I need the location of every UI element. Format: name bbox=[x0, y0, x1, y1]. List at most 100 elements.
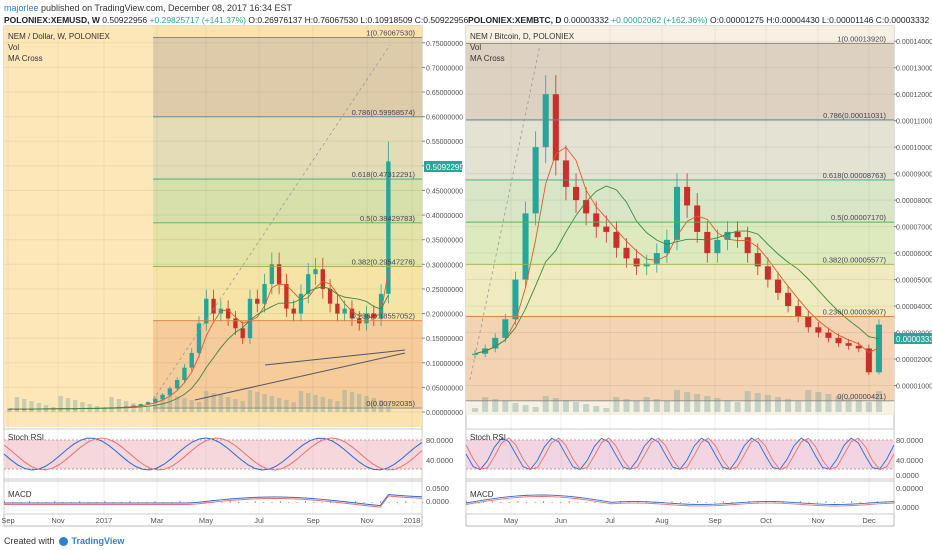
left-header: POLONIEX:XEMUSD, W 0.50922956 +0.2982571… bbox=[4, 15, 468, 25]
left-pane[interactable]: 1(0.76067530) 0.786(0.59958574) 0.618(0.47… bbox=[1, 25, 469, 527]
left-volume-bar-35 bbox=[262, 394, 267, 412]
right-macd-bar-49 bbox=[885, 502, 887, 503]
right-candle-8 bbox=[552, 94, 559, 161]
left-macd-bar-21 bbox=[179, 501, 181, 503]
left-x-tick-3: Mar bbox=[151, 516, 164, 525]
right-change: +0.00002062 (+162.36%) bbox=[611, 15, 708, 25]
right-high: H:0.00004430 bbox=[766, 15, 820, 25]
tradingview-brand[interactable]: TradingView bbox=[71, 536, 125, 546]
right-candle-13 bbox=[603, 226, 610, 232]
left-macd-bar-18 bbox=[154, 501, 156, 503]
right-volume-bar-18 bbox=[653, 399, 660, 412]
left-macd-bar-6 bbox=[54, 501, 56, 503]
right-candle-28 bbox=[754, 253, 761, 267]
left-volume-bar-25 bbox=[189, 400, 194, 412]
right-volume-bar-31 bbox=[785, 399, 792, 412]
left-fib-bands bbox=[153, 37, 422, 409]
left-x-tick-2: 2017 bbox=[96, 516, 113, 525]
publisher-name[interactable]: majorlee bbox=[4, 3, 39, 13]
left-volume-bar-44 bbox=[327, 399, 333, 412]
right-volume-bar-11 bbox=[583, 404, 590, 412]
left-candle-47 bbox=[349, 308, 355, 319]
right-volume-bar-32 bbox=[795, 401, 802, 412]
right-macd-bar-26 bbox=[688, 502, 690, 503]
right-macd-bar-40 bbox=[808, 502, 810, 503]
right-candle-20 bbox=[673, 186, 681, 240]
left-y-tick-10: 0.25000000 bbox=[426, 287, 463, 294]
left-candle-43 bbox=[320, 269, 325, 289]
right-macd-bar-27 bbox=[697, 501, 699, 503]
left-volume-bar-34 bbox=[255, 392, 260, 412]
right-candle-38 bbox=[855, 345, 862, 349]
right-volume-bar-25 bbox=[724, 400, 731, 412]
left-candle-36 bbox=[269, 264, 275, 284]
right-volume-bar-30 bbox=[774, 397, 782, 412]
right-volume-bar-29 bbox=[764, 395, 771, 412]
right-x-axis: May Jun Jul Aug Sep Oct Nov Dec bbox=[504, 26, 876, 525]
right-volume-bar-21 bbox=[684, 392, 691, 412]
left-change: +0.29825717 (+141.37%) bbox=[149, 15, 246, 25]
right-header: POLONIEX:XEMBTC, D 0.00003332 +0.0000206… bbox=[468, 15, 929, 25]
right-candle-35 bbox=[825, 332, 832, 338]
right-candle-37 bbox=[845, 343, 852, 346]
right-candle-18 bbox=[653, 253, 660, 264]
left-candle-44 bbox=[327, 288, 333, 304]
right-x-tick-5: Oct bbox=[760, 516, 773, 525]
right-macd-bar-34 bbox=[757, 502, 759, 503]
right-volume-bar-4 bbox=[512, 403, 519, 412]
left-y-axis: 0.75000000 0.70000000 0.65000000 0.60000000… bbox=[422, 41, 463, 417]
left-open: O:0.26976137 bbox=[248, 15, 303, 25]
right-macd-bar-37 bbox=[782, 502, 784, 503]
right-candle-7 bbox=[542, 94, 549, 148]
left-fib-label-1: 0.786(0.59958574) bbox=[352, 108, 416, 117]
left-y-tick-0: 0.75000000 bbox=[426, 41, 463, 48]
left-symbol: POLONIEX:XEMUSD, W bbox=[4, 15, 100, 25]
left-candle-1 bbox=[14, 409, 20, 411]
tradingview-logo-icon bbox=[58, 536, 68, 546]
right-candle-4 bbox=[512, 279, 519, 320]
left-candle-45 bbox=[335, 303, 340, 314]
right-candle-33 bbox=[805, 316, 812, 328]
right-pane[interactable]: 1(0.00013920) 0.786(0.00011031) 0.618(0.00… bbox=[465, 25, 932, 527]
left-volume-bar-23 bbox=[174, 396, 180, 412]
left-macd-bar-36 bbox=[304, 501, 306, 503]
left-macd-bar-9 bbox=[79, 501, 81, 503]
right-ma-label: MA Cross bbox=[470, 54, 505, 63]
right-macd-tick-1: 0.00000 bbox=[896, 484, 923, 493]
left-candle-31 bbox=[233, 318, 238, 329]
left-macd-bar-47 bbox=[396, 502, 398, 503]
right-macd-bar-30 bbox=[722, 501, 724, 503]
right-price-tag: 0.00003332 bbox=[896, 335, 932, 344]
left-macd-bar-31 bbox=[263, 502, 265, 503]
left-fib-band-0 bbox=[153, 37, 422, 117]
left-candle-2 bbox=[22, 409, 27, 411]
right-candle-5 bbox=[522, 213, 529, 280]
left-macd-bar-30 bbox=[254, 501, 256, 503]
right-macd-line bbox=[465, 494, 895, 505]
left-y-tick-8: 0.35000000 bbox=[426, 238, 463, 245]
left-candle-46 bbox=[342, 308, 347, 314]
left-fib-label-6: 0(0.00792035) bbox=[366, 399, 415, 408]
right-fib-band-0 bbox=[466, 43, 894, 120]
left-volume-bar-43 bbox=[320, 397, 325, 412]
right-volume-bar-34 bbox=[815, 392, 822, 412]
left-fib-label-0: 1(0.76067530) bbox=[366, 29, 415, 38]
right-candle-40 bbox=[875, 324, 882, 373]
right-macd-bar-29 bbox=[714, 502, 716, 503]
left-x-tick-5: Jul bbox=[254, 516, 264, 525]
left-y-tick-12: 0.15000000 bbox=[426, 336, 463, 343]
right-ma-fast bbox=[474, 146, 880, 355]
left-candle-42 bbox=[313, 269, 318, 275]
right-candle-19 bbox=[663, 239, 670, 254]
right-candle-15 bbox=[623, 247, 630, 259]
right-candle-22 bbox=[694, 205, 701, 232]
right-volume-bar-26 bbox=[734, 402, 741, 412]
right-volume-bar-12 bbox=[593, 406, 600, 412]
left-macd-bar-28 bbox=[238, 502, 240, 503]
right-macd-bar-10 bbox=[551, 502, 553, 503]
right-x-tick-7: Dec bbox=[862, 516, 876, 525]
left-candle-39 bbox=[291, 308, 296, 314]
left-macd-bar-48 bbox=[405, 501, 407, 503]
publish-line: majorlee published on TradingView.com, D… bbox=[4, 3, 292, 13]
